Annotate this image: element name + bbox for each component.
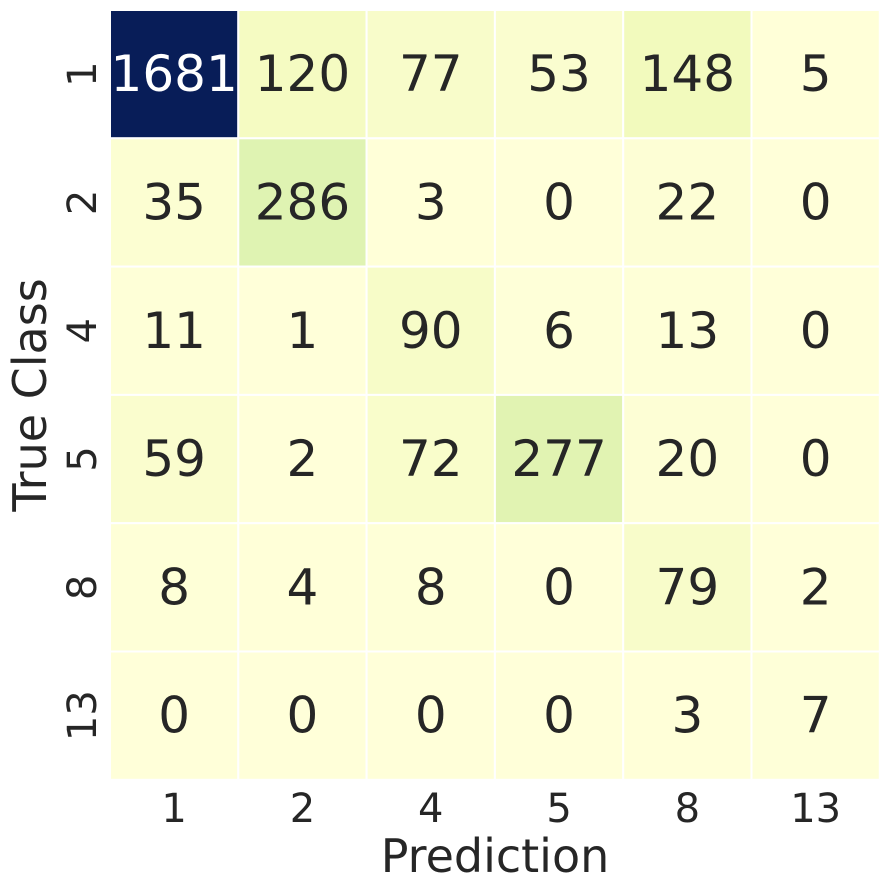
heatmap-cell-label: 0 bbox=[543, 558, 575, 616]
x-tick-label: 13 bbox=[790, 786, 841, 832]
heatmap-cell-label: 0 bbox=[158, 687, 190, 745]
heatmap-cell-label: 286 bbox=[255, 173, 350, 231]
heatmap-cell-label: 1681 bbox=[111, 45, 238, 103]
heatmap-cell-label: 6 bbox=[543, 302, 575, 360]
y-tick-label: 5 bbox=[60, 446, 106, 471]
heatmap-cell-label: 35 bbox=[142, 173, 206, 231]
heatmap-cell-label: 4 bbox=[287, 558, 319, 616]
heatmap-cell-label: 0 bbox=[415, 687, 447, 745]
heatmap-cell-label: 0 bbox=[800, 302, 832, 360]
heatmap-cell-label: 2 bbox=[287, 430, 319, 488]
heatmap-cell-label: 3 bbox=[415, 173, 447, 231]
heatmap-cell-label: 22 bbox=[656, 173, 720, 231]
heatmap-cell-label: 0 bbox=[287, 687, 319, 745]
y-tick-label: 8 bbox=[60, 575, 106, 600]
heatmap-cell-label: 77 bbox=[399, 45, 463, 103]
heatmap-cell-label: 53 bbox=[527, 45, 591, 103]
y-tick-label: 1 bbox=[60, 61, 106, 86]
heatmap-cell-label: 11 bbox=[142, 302, 206, 360]
x-axis-label: Prediction bbox=[381, 829, 610, 883]
heatmap-cell-label: 148 bbox=[640, 45, 735, 103]
heatmap-cell-label: 277 bbox=[511, 430, 606, 488]
heatmap-cell-label: 5 bbox=[800, 45, 832, 103]
y-tick-label: 13 bbox=[60, 690, 106, 741]
heatmap-cell-label: 59 bbox=[142, 430, 206, 488]
heatmap-cell-label: 0 bbox=[800, 173, 832, 231]
heatmap-cell-label: 13 bbox=[656, 302, 720, 360]
y-axis-tick-labels: 1 2 4 5 8 13 bbox=[60, 61, 106, 741]
y-axis-label: True Class bbox=[3, 278, 57, 512]
x-tick-label: 5 bbox=[546, 786, 571, 832]
heatmap-cell-label: 72 bbox=[399, 430, 463, 488]
y-tick-label: 4 bbox=[60, 318, 106, 343]
heatmap-cell-label: 79 bbox=[656, 558, 720, 616]
x-tick-label: 4 bbox=[418, 786, 443, 832]
x-tick-label: 8 bbox=[675, 786, 700, 832]
heatmap-cell-label: 8 bbox=[415, 558, 447, 616]
heatmap-cell-label: 120 bbox=[255, 45, 350, 103]
heatmap-cell-label: 8 bbox=[158, 558, 190, 616]
x-tick-label: 1 bbox=[161, 786, 186, 832]
heatmap-cell-label: 0 bbox=[800, 430, 832, 488]
heatmap-cell-label: 90 bbox=[399, 302, 463, 360]
heatmap-cell-label: 0 bbox=[543, 173, 575, 231]
heatmap-cells bbox=[110, 10, 880, 780]
y-tick-label: 2 bbox=[60, 190, 106, 215]
heatmap-cell-label: 20 bbox=[656, 430, 720, 488]
x-tick-label: 2 bbox=[290, 786, 315, 832]
x-axis-tick-labels: 1 2 4 5 8 13 bbox=[161, 786, 841, 832]
heatmap-cell-label: 0 bbox=[543, 687, 575, 745]
heatmap-cell-label: 2 bbox=[800, 558, 832, 616]
heatmap-cell-label: 7 bbox=[800, 687, 832, 745]
heatmap-cell-label: 3 bbox=[671, 687, 703, 745]
heatmap-cell-label: 1 bbox=[287, 302, 319, 360]
